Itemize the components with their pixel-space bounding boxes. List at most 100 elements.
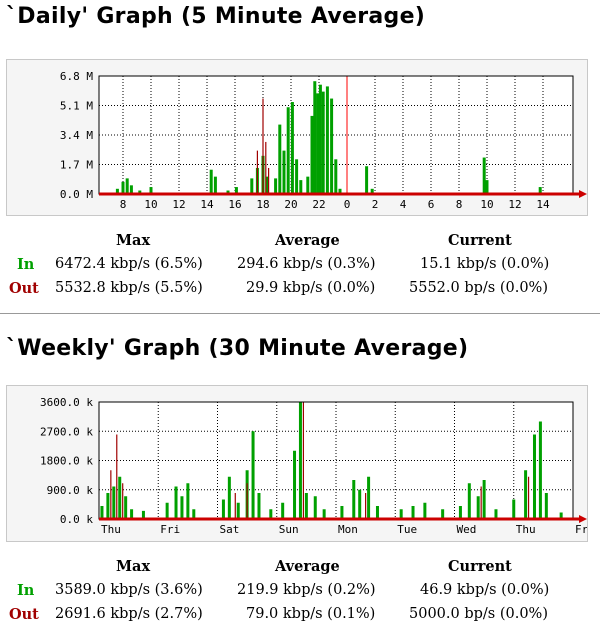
x-tick-label: 10 [480, 198, 493, 211]
in-bar [304, 493, 308, 519]
in-bar [281, 502, 285, 519]
daily-in-current: 15.1 kbp/s (0.0%) [420, 256, 550, 272]
x-tick-label: Sat [220, 523, 240, 536]
weekly-in-current: 46.9 kbp/s (0.0%) [420, 582, 550, 598]
in-bar [441, 509, 445, 519]
in-bar [340, 506, 344, 519]
in-bar [318, 84, 322, 194]
in-bar [282, 150, 286, 194]
in-bar [174, 486, 178, 519]
x-tick-label: 6 [428, 198, 435, 211]
in-bar [352, 480, 356, 519]
weekly-in-label: In [17, 582, 35, 599]
in-bar [125, 178, 129, 194]
daily-out-max: 5532.8 kbp/s (5.5%) [55, 280, 203, 296]
in-bar [286, 107, 290, 194]
weekly-header-max: Max [116, 558, 151, 575]
x-tick-label: 22 [312, 198, 325, 211]
section-divider [0, 313, 600, 314]
y-tick-label: 0.0 k [60, 513, 93, 526]
daily-in-average: 294.6 kbp/s (0.3%) [237, 256, 376, 272]
in-bar [306, 176, 310, 194]
weekly-out-max: 2691.6 kbp/s (2.7%) [55, 606, 203, 622]
in-bar [192, 509, 196, 519]
in-bar [209, 169, 213, 194]
in-bar [149, 187, 153, 194]
weekly-graph: 0.0 k 900.0 k 1800.0 k 2700.0 k 3600.0 k Thu F… [6, 385, 588, 542]
in-bar [458, 506, 462, 519]
x-tick-label: Fri [160, 523, 180, 536]
daily-in-label: In [17, 256, 35, 273]
in-bar [112, 486, 116, 519]
in-bar [186, 483, 190, 519]
in-bar [227, 476, 231, 519]
x-tick-label: 20 [284, 198, 297, 211]
y-tick-label: 1800.0 k [40, 455, 93, 468]
in-bar [118, 476, 122, 519]
in-bar [165, 502, 169, 519]
in-bar [544, 493, 548, 519]
in-bar [234, 187, 238, 194]
in-bar [265, 176, 269, 194]
in-bar [313, 81, 317, 194]
weekly-out-average: 79.0 kbp/s (0.1%) [246, 606, 376, 622]
x-tick-label: Thu [101, 523, 121, 536]
weekly-in-max: 3589.0 kbp/s (3.6%) [55, 582, 203, 598]
in-bar [532, 434, 536, 519]
y-tick-label: 6.8 M [60, 70, 93, 83]
in-bar [138, 190, 142, 194]
in-bar [269, 509, 273, 519]
in-bar [338, 188, 342, 194]
in-bar [365, 166, 369, 194]
in-bar [251, 431, 255, 519]
x-tick-label: Tue [397, 523, 417, 536]
weekly-header-average: Average [275, 558, 340, 575]
x-axis-arrow [579, 515, 587, 523]
y-tick-label: 1.7 M [60, 159, 93, 172]
in-bar [370, 188, 374, 194]
daily-header-current: Current [448, 232, 512, 249]
daily-chart-svg: 0.0 M1.7 M3.4 M5.1 M6.8 M8 10 12 14 16 18 20 22… [60, 70, 587, 211]
daily-out-label: Out [9, 280, 39, 297]
in-bar [399, 509, 403, 519]
x-tick-label: 2 [372, 198, 379, 211]
in-bar [115, 188, 119, 194]
in-bar [316, 93, 320, 194]
in-bar [375, 506, 379, 519]
x-tick-label: 16 [228, 198, 241, 211]
x-tick-label: 0 [344, 198, 351, 211]
in-bar [106, 493, 110, 519]
x-axis-arrow [579, 190, 587, 198]
x-tick-label: 12 [508, 198, 521, 211]
in-bar [257, 493, 261, 519]
x-tick-label: Mon [338, 523, 358, 536]
in-bar [236, 502, 240, 519]
in-bar [129, 185, 133, 194]
in-bar [423, 502, 427, 519]
daily-out-average: 29.9 kbp/s (0.0%) [246, 280, 376, 296]
x-tick-label: 8 [120, 198, 127, 211]
in-bar [538, 421, 542, 519]
in-bar [213, 176, 217, 194]
in-bar [250, 178, 254, 194]
y-tick-label: 2700.0 k [40, 425, 93, 438]
in-bar [482, 157, 486, 194]
in-bar [321, 91, 325, 194]
in-bar [313, 496, 317, 519]
in-bar [290, 102, 294, 194]
weekly-header-current: Current [448, 558, 512, 575]
in-bar [299, 180, 303, 194]
x-tick-label: 10 [144, 198, 157, 211]
weekly-in-average: 219.9 kbp/s (0.2%) [237, 582, 376, 598]
x-tick-label: Fri [575, 523, 587, 536]
in-bar [538, 187, 542, 194]
weekly-out-current: 5000.0 bp/s (0.0%) [409, 606, 548, 622]
in-bar [334, 159, 338, 194]
in-bar [322, 509, 326, 519]
weekly-chart-svg: 0.0 k 900.0 k 1800.0 k 2700.0 k 3600.0 k Thu F… [40, 396, 587, 536]
daily-in-max: 6472.4 kbp/s (6.5%) [55, 256, 203, 272]
x-tick-label: 8 [456, 198, 463, 211]
in-bar [494, 509, 498, 519]
in-bar [221, 499, 225, 519]
x-tick-label: 14 [200, 198, 214, 211]
